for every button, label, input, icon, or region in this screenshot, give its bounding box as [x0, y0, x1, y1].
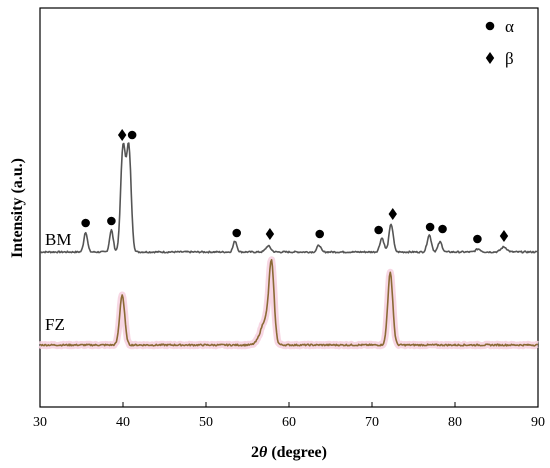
- legend-marker-circle: [485, 21, 495, 31]
- alpha-marker-10: [438, 224, 447, 234]
- beta-marker-12: [499, 230, 509, 242]
- x-tick-label-60: 60: [282, 415, 296, 430]
- x-tick-label-90: 90: [531, 415, 545, 430]
- alpha-marker-4: [232, 228, 242, 238]
- x-tick-label-50: 50: [199, 415, 213, 430]
- alpha-marker-6: [315, 229, 325, 239]
- beta-marker-2: [117, 129, 127, 141]
- series-label-fz: FZ: [45, 315, 65, 334]
- x-axis-ticks: 30 40 50 60 70 80 90: [33, 402, 545, 430]
- alpha-marker-9: [425, 222, 435, 232]
- y-axis-title: Intensity (a.u.): [9, 158, 26, 258]
- alpha-marker-7: [374, 225, 383, 235]
- alpha-marker-0: [81, 218, 90, 228]
- phase-markers: [81, 129, 509, 244]
- series-label-bm: BM: [45, 230, 71, 249]
- beta-marker-5: [265, 228, 275, 240]
- series-line-bm: [39, 142, 539, 254]
- x-tick-label-40: 40: [116, 415, 130, 430]
- alpha-marker-11: [473, 234, 482, 244]
- series-line-fz: [39, 259, 539, 347]
- legend-marker-diamond: [485, 52, 495, 64]
- series-layer: [37, 142, 541, 350]
- x-axis-title: 2θ (degree): [251, 444, 327, 461]
- legend-label-circle: α: [505, 17, 514, 36]
- series-glow-fz: [37, 256, 541, 350]
- alpha-marker-1: [107, 216, 116, 226]
- x-tick-label-80: 80: [448, 415, 462, 430]
- beta-marker-8: [388, 208, 397, 220]
- legend-label-diamond: β: [505, 49, 514, 68]
- legend: αβ: [485, 17, 514, 68]
- alpha-marker-3: [127, 130, 137, 140]
- x-tick-label-30: 30: [33, 415, 47, 430]
- x-tick-label-70: 70: [365, 415, 379, 430]
